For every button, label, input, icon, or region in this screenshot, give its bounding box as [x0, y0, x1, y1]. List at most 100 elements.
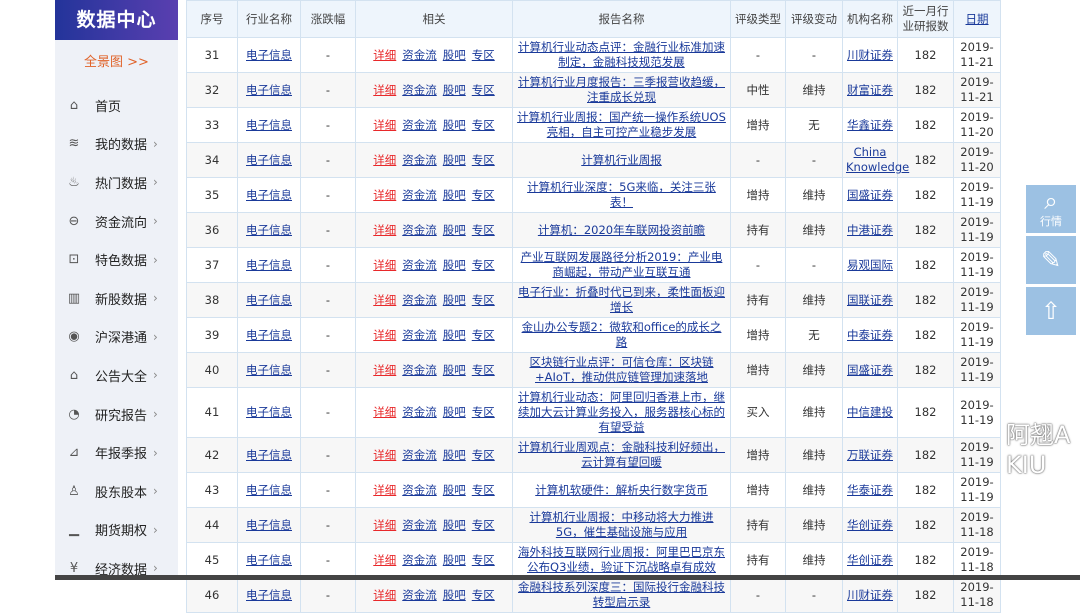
related-link-1[interactable]: 资金流: [402, 82, 437, 97]
report-name[interactable]: 计算机行业周观点：金融科技利好频出，云计算有望回暖: [512, 437, 731, 473]
report-name[interactable]: 金融科技系列深度三：国际投行金融科技转型启示录: [512, 577, 731, 613]
related-link-2[interactable]: 股吧: [442, 482, 466, 497]
column-header[interactable]: 日期: [953, 0, 1001, 38]
institution-link[interactable]: 川财证券: [847, 587, 893, 602]
related-link-2[interactable]: 股吧: [442, 152, 466, 167]
related-link-0[interactable]: 详细: [373, 152, 397, 167]
industry-link[interactable]: 电子信息: [246, 82, 292, 97]
report-name[interactable]: 计算机行业深度：5G来临，关注三张表！: [512, 177, 731, 213]
report-name-link[interactable]: 计算机行业深度：5G来临，关注三张表！: [527, 180, 716, 209]
sidebar-item[interactable]: ⊡ 特色数据 ›: [55, 240, 178, 279]
sidebar-item[interactable]: ⊖ 资金流向 ›: [55, 202, 178, 241]
institution-link[interactable]: 财富证券: [847, 82, 893, 97]
industry-link[interactable]: 电子信息: [246, 447, 292, 462]
related-link-1[interactable]: 资金流: [402, 222, 437, 237]
sidebar-item[interactable]: ⌂ 首页: [55, 86, 178, 125]
report-name-link[interactable]: 计算机行业月度报告：三季报营收趋缓，注重成长兑现: [518, 75, 725, 104]
sidebar-item[interactable]: ◉ 沪深港通 ›: [55, 318, 178, 357]
industry-link[interactable]: 电子信息: [246, 405, 292, 419]
industry-link[interactable]: 电子信息: [246, 362, 292, 377]
arrow-up-button[interactable]: ⇧: [1026, 287, 1076, 335]
industry[interactable]: 电子信息: [237, 387, 301, 438]
related-link-0[interactable]: 详细: [373, 187, 397, 202]
sidebar-item[interactable]: ▥ 新股数据 ›: [55, 279, 178, 318]
related-link-3[interactable]: 专区: [471, 447, 495, 462]
industry-link[interactable]: 电子信息: [246, 552, 292, 567]
related-link-3[interactable]: 专区: [471, 47, 495, 62]
related-link-3[interactable]: 专区: [471, 552, 495, 567]
industry[interactable]: 电子信息: [237, 542, 301, 578]
sidebar-item[interactable]: ▁ 期货期权 ›: [55, 511, 178, 550]
related-link-3[interactable]: 专区: [471, 587, 495, 602]
related-link-3[interactable]: 专区: [471, 187, 495, 202]
related-link-3[interactable]: 专区: [471, 257, 495, 272]
institution[interactable]: 国盛证券: [842, 352, 898, 388]
report-name[interactable]: 计算机行业月度报告：三季报营收趋缓，注重成长兑现: [512, 72, 731, 108]
institution-link[interactable]: 万联证券: [847, 447, 893, 462]
related-link-1[interactable]: 资金流: [402, 257, 437, 272]
industry[interactable]: 电子信息: [237, 317, 301, 353]
institution-link[interactable]: 国联证券: [847, 292, 893, 307]
industry-link[interactable]: 电子信息: [246, 517, 292, 532]
report-name-link[interactable]: 金融科技系列深度三：国际投行金融科技转型启示录: [518, 580, 725, 609]
related-link-3[interactable]: 专区: [471, 362, 495, 377]
report-name-link[interactable]: 产业互联网发展路径分析2019：产业电商崛起，带动产业互联互通: [520, 250, 723, 279]
related-link-0[interactable]: 详细: [373, 447, 397, 462]
search-button[interactable]: ⌕ 行情: [1026, 185, 1076, 233]
related-link-3[interactable]: 专区: [471, 222, 495, 237]
institution-link[interactable]: 华泰证券: [847, 482, 893, 497]
related-link-1[interactable]: 资金流: [402, 327, 437, 342]
related-link-1[interactable]: 资金流: [402, 117, 437, 132]
institution[interactable]: 财富证券: [842, 72, 898, 108]
report-name-link[interactable]: 计算机行业动态：阿里回归香港上市，继续加大云计算业务投入，服务器核心标的有望受益: [518, 390, 725, 434]
institution[interactable]: 华鑫证券: [842, 107, 898, 143]
institution-link[interactable]: 华创证券: [847, 517, 893, 532]
institution[interactable]: 中泰证券: [842, 317, 898, 353]
industry[interactable]: 电子信息: [237, 212, 301, 248]
related-link-2[interactable]: 股吧: [442, 362, 466, 377]
report-name[interactable]: 计算机行业动态点评：金融行业标准加速制定，金融科技规范发展: [512, 37, 731, 73]
report-name-link[interactable]: 海外科技互联网行业周报：阿里巴巴京东公布Q3业绩，验证下沉战略卓有成效: [518, 545, 725, 574]
related-link-0[interactable]: 详细: [373, 82, 397, 97]
related-link-1[interactable]: 资金流: [402, 405, 437, 419]
related-link-0[interactable]: 详细: [373, 292, 397, 307]
related-link-2[interactable]: 股吧: [442, 517, 466, 532]
related-link-3[interactable]: 专区: [471, 405, 495, 419]
report-name-link[interactable]: 区块链行业点评：可信仓库：区块链+AIoT，推动供应链管理加速落地: [529, 355, 714, 384]
institution[interactable]: 川财证券: [842, 37, 898, 73]
related-link-1[interactable]: 资金流: [402, 447, 437, 462]
institution-link[interactable]: China Knowledge: [846, 145, 910, 174]
sidebar-item[interactable]: ♨ 热门数据 ›: [55, 163, 178, 202]
institution-link[interactable]: 国盛证券: [847, 187, 893, 202]
overview-link[interactable]: 全景图 >>: [84, 55, 149, 70]
industry[interactable]: 电子信息: [237, 107, 301, 143]
related-link-2[interactable]: 股吧: [442, 552, 466, 567]
report-name[interactable]: 计算机行业周报：国产统一操作系统UOS亮相，自主可控产业稳步发展: [512, 107, 731, 143]
related-link-2[interactable]: 股吧: [442, 117, 466, 132]
industry-link[interactable]: 电子信息: [246, 292, 292, 307]
industry-link[interactable]: 电子信息: [246, 327, 292, 342]
industry-link[interactable]: 电子信息: [246, 587, 292, 602]
report-name-link[interactable]: 计算机行业动态点评：金融行业标准加速制定，金融科技规范发展: [518, 40, 725, 69]
institution-link[interactable]: 华创证券: [847, 552, 893, 567]
related-link-2[interactable]: 股吧: [442, 405, 466, 419]
edit-button[interactable]: ✎: [1026, 236, 1076, 284]
report-name[interactable]: 电子行业：折叠时代已到来，柔性面板迎增长: [512, 282, 731, 318]
report-name-link[interactable]: 计算机行业周报：中移动将大力推进5G，催生基础设施与应用: [529, 510, 714, 539]
institution[interactable]: 国盛证券: [842, 177, 898, 213]
institution[interactable]: 易观国际: [842, 247, 898, 283]
industry[interactable]: 电子信息: [237, 247, 301, 283]
institution[interactable]: 中信建投: [842, 387, 898, 438]
related-link-1[interactable]: 资金流: [402, 152, 437, 167]
related-link-0[interactable]: 详细: [373, 482, 397, 497]
institution-link[interactable]: 中泰证券: [847, 327, 893, 342]
institution[interactable]: 华泰证券: [842, 472, 898, 508]
institution[interactable]: 国联证券: [842, 282, 898, 318]
industry-link[interactable]: 电子信息: [246, 222, 292, 237]
related-link-2[interactable]: 股吧: [442, 327, 466, 342]
report-name-link[interactable]: 金山办公专题2：微软和office的成长之路: [521, 320, 722, 349]
related-link-0[interactable]: 详细: [373, 47, 397, 62]
related-link-2[interactable]: 股吧: [442, 587, 466, 602]
report-name[interactable]: 计算机行业周报: [512, 142, 731, 178]
report-name[interactable]: 金山办公专题2：微软和office的成长之路: [512, 317, 731, 353]
